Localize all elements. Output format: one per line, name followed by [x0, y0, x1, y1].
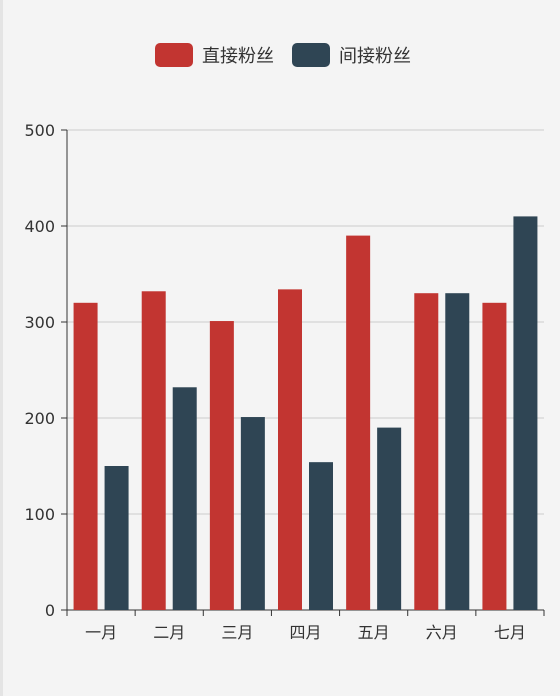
- bar-direct-fans: [414, 293, 439, 610]
- bar-indirect-fans: [445, 293, 470, 610]
- y-tick-label: 100: [24, 505, 55, 524]
- x-tick-label: 三月: [221, 623, 253, 642]
- bar-direct-fans: [482, 302, 507, 610]
- bar-indirect-fans: [377, 427, 402, 610]
- legend: 直接粉丝 间接粉丝: [3, 42, 560, 68]
- x-tick-label: 二月: [153, 623, 185, 642]
- legend-label-indirect-fans: 间接粉丝: [339, 46, 411, 67]
- bar-direct-fans: [278, 289, 302, 610]
- bar-indirect-fans: [172, 387, 197, 610]
- x-tick-label: 七月: [494, 623, 526, 642]
- bar-indirect-fans: [104, 466, 129, 610]
- y-tick-label: 400: [24, 217, 55, 236]
- x-tick-label: 六月: [426, 623, 458, 642]
- legend-item-direct-fans[interactable]: 直接粉丝: [155, 42, 274, 68]
- legend-item-indirect-fans[interactable]: 间接粉丝: [292, 42, 411, 68]
- bar-direct-fans: [73, 302, 98, 610]
- bar-chart: 0 100 200 300 400 500 一月 二月 三月 四月 五月 六月 七月: [24, 121, 545, 642]
- y-tick-label: 200: [24, 409, 55, 428]
- y-tick-label: 0: [45, 601, 55, 620]
- y-tick-label: 300: [24, 313, 55, 332]
- legend-swatch-direct-fans: [155, 43, 193, 67]
- x-tick-label: 一月: [85, 623, 117, 642]
- bar-indirect-fans: [240, 417, 265, 610]
- x-tick-label: 五月: [358, 623, 390, 642]
- bar-direct-fans: [141, 291, 166, 610]
- bar-direct-fans: [209, 321, 234, 610]
- bar-indirect-fans: [309, 462, 333, 610]
- bar-direct-fans: [346, 235, 371, 610]
- legend-label-direct-fans: 直接粉丝: [202, 46, 274, 67]
- x-tick-label: 四月: [289, 623, 321, 642]
- legend-swatch-indirect-fans: [292, 43, 330, 67]
- y-tick-label: 500: [24, 121, 55, 140]
- bar-indirect-fans: [513, 216, 538, 610]
